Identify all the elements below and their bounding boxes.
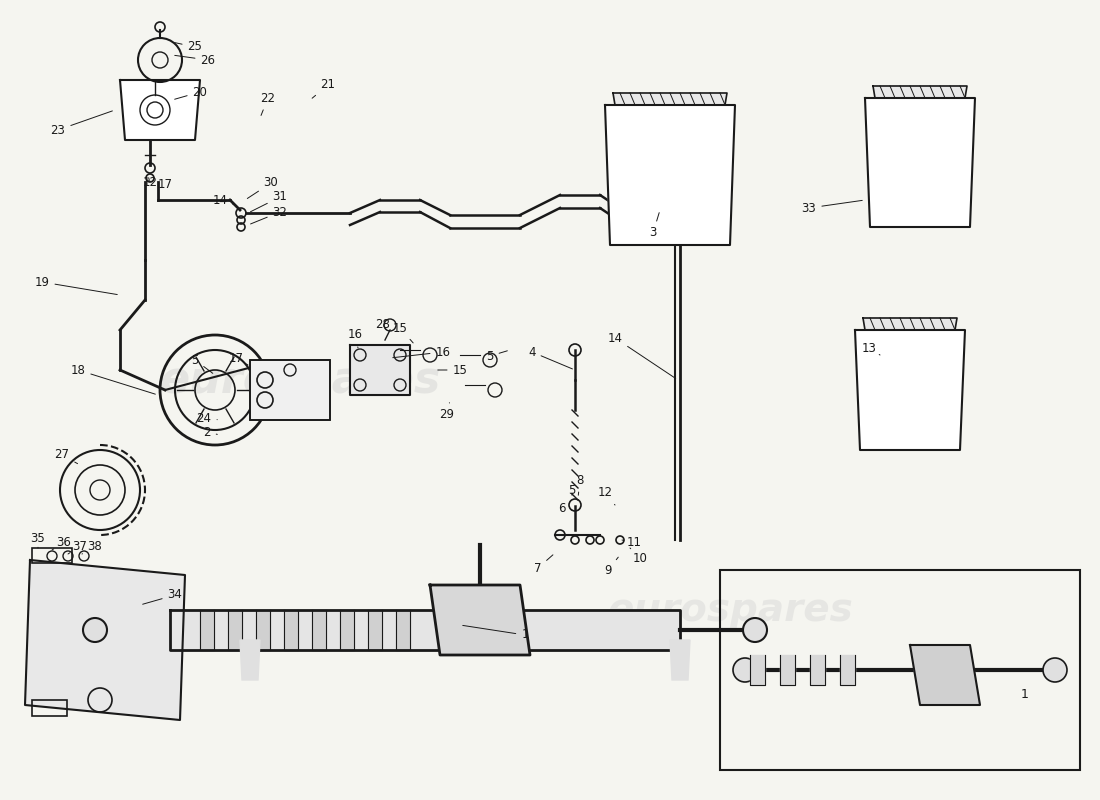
Polygon shape <box>855 330 965 450</box>
Polygon shape <box>780 655 795 685</box>
Text: 16: 16 <box>393 346 451 358</box>
Bar <box>720 570 1080 770</box>
Text: 18: 18 <box>70 363 155 394</box>
Text: 15: 15 <box>393 322 414 343</box>
Text: 19: 19 <box>34 275 118 294</box>
Text: 2: 2 <box>204 426 218 438</box>
Bar <box>32 548 72 563</box>
Text: 16: 16 <box>348 329 363 348</box>
Text: 12: 12 <box>143 177 157 190</box>
Text: 15: 15 <box>438 363 468 377</box>
Polygon shape <box>240 640 260 680</box>
Polygon shape <box>613 93 727 105</box>
Text: 5: 5 <box>191 354 212 374</box>
Polygon shape <box>256 610 270 650</box>
Polygon shape <box>840 655 855 685</box>
Text: 10: 10 <box>630 548 648 565</box>
Polygon shape <box>170 610 680 650</box>
Polygon shape <box>670 640 690 680</box>
Bar <box>32 700 67 716</box>
Circle shape <box>742 618 767 642</box>
Polygon shape <box>350 345 410 395</box>
Text: 27: 27 <box>55 449 78 464</box>
Polygon shape <box>312 610 326 650</box>
Text: 31: 31 <box>251 190 287 212</box>
Text: 25: 25 <box>175 41 202 54</box>
Text: 5: 5 <box>486 350 507 362</box>
Text: 7: 7 <box>535 555 553 574</box>
Text: 12: 12 <box>597 486 615 505</box>
Text: 38: 38 <box>82 539 102 554</box>
Text: 9: 9 <box>604 557 618 577</box>
Text: 35: 35 <box>31 531 45 548</box>
Text: eurospares: eurospares <box>607 591 852 629</box>
Text: 8: 8 <box>576 474 584 495</box>
Polygon shape <box>228 610 242 650</box>
Text: 21: 21 <box>312 78 336 98</box>
Polygon shape <box>340 610 354 650</box>
Text: 4: 4 <box>528 346 572 369</box>
Text: 11: 11 <box>621 537 641 550</box>
Text: 24: 24 <box>197 411 217 425</box>
Circle shape <box>1043 658 1067 682</box>
Text: 22: 22 <box>261 91 275 115</box>
Text: 29: 29 <box>440 402 454 422</box>
Text: 3: 3 <box>649 213 659 239</box>
Text: 17: 17 <box>147 178 173 191</box>
Polygon shape <box>200 610 214 650</box>
Polygon shape <box>605 105 735 245</box>
Text: eurospares: eurospares <box>160 358 441 402</box>
Polygon shape <box>873 86 967 98</box>
Text: 20: 20 <box>175 86 208 99</box>
Polygon shape <box>25 560 185 720</box>
Text: 17: 17 <box>229 351 248 365</box>
Polygon shape <box>864 318 957 330</box>
Text: 34: 34 <box>143 589 183 604</box>
Text: 14: 14 <box>607 331 675 378</box>
Polygon shape <box>284 610 298 650</box>
Text: 23: 23 <box>51 111 112 137</box>
Text: 30: 30 <box>248 177 278 198</box>
Circle shape <box>82 618 107 642</box>
Polygon shape <box>120 80 200 140</box>
Polygon shape <box>750 655 764 685</box>
Polygon shape <box>430 585 530 655</box>
Text: 13: 13 <box>861 342 880 355</box>
Text: 32: 32 <box>251 206 287 224</box>
Text: 28: 28 <box>375 318 390 331</box>
Text: 33: 33 <box>802 200 862 214</box>
Text: 1: 1 <box>1021 689 1028 702</box>
Polygon shape <box>368 610 382 650</box>
Text: 14: 14 <box>212 194 235 206</box>
Circle shape <box>733 658 757 682</box>
Bar <box>250 360 330 420</box>
Text: 5: 5 <box>569 483 575 497</box>
Polygon shape <box>396 610 410 650</box>
Polygon shape <box>810 655 825 685</box>
Text: 37: 37 <box>68 539 87 554</box>
Text: 36: 36 <box>52 535 72 550</box>
Text: 6: 6 <box>558 502 572 514</box>
Text: 26: 26 <box>175 54 216 66</box>
Polygon shape <box>865 98 975 227</box>
Bar <box>250 360 330 420</box>
Text: 1: 1 <box>463 626 529 642</box>
Polygon shape <box>910 645 980 705</box>
